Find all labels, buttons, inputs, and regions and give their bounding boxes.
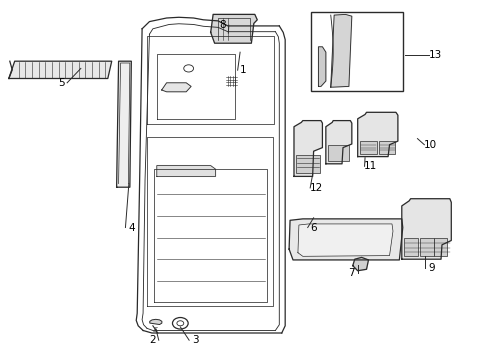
Polygon shape: [318, 47, 326, 86]
Text: 6: 6: [310, 222, 317, 233]
Polygon shape: [150, 319, 162, 324]
Bar: [311, 12, 403, 91]
Text: 10: 10: [424, 140, 437, 150]
Text: 3: 3: [192, 335, 198, 345]
Polygon shape: [162, 83, 191, 92]
Text: 11: 11: [364, 161, 377, 171]
Bar: [404, 238, 418, 256]
Bar: [360, 141, 377, 154]
Polygon shape: [358, 112, 398, 157]
Bar: [379, 141, 395, 154]
Polygon shape: [298, 224, 393, 256]
Text: 5: 5: [58, 78, 65, 88]
Polygon shape: [117, 61, 131, 187]
Polygon shape: [331, 14, 352, 87]
Polygon shape: [211, 14, 257, 43]
Bar: [296, 155, 320, 173]
Polygon shape: [294, 121, 322, 176]
Polygon shape: [157, 166, 216, 176]
Text: 7: 7: [348, 268, 355, 278]
Text: 4: 4: [128, 222, 135, 233]
Text: 13: 13: [428, 50, 442, 60]
Text: 9: 9: [428, 263, 435, 273]
Bar: [420, 238, 434, 256]
Bar: [328, 145, 349, 161]
Text: 2: 2: [149, 335, 156, 345]
Text: 12: 12: [309, 183, 323, 193]
Text: 8: 8: [220, 20, 226, 30]
Polygon shape: [353, 257, 368, 271]
Polygon shape: [289, 219, 403, 260]
Polygon shape: [326, 121, 352, 164]
Polygon shape: [9, 61, 112, 78]
Text: 1: 1: [240, 65, 247, 75]
Polygon shape: [402, 199, 451, 259]
Bar: [434, 238, 447, 256]
